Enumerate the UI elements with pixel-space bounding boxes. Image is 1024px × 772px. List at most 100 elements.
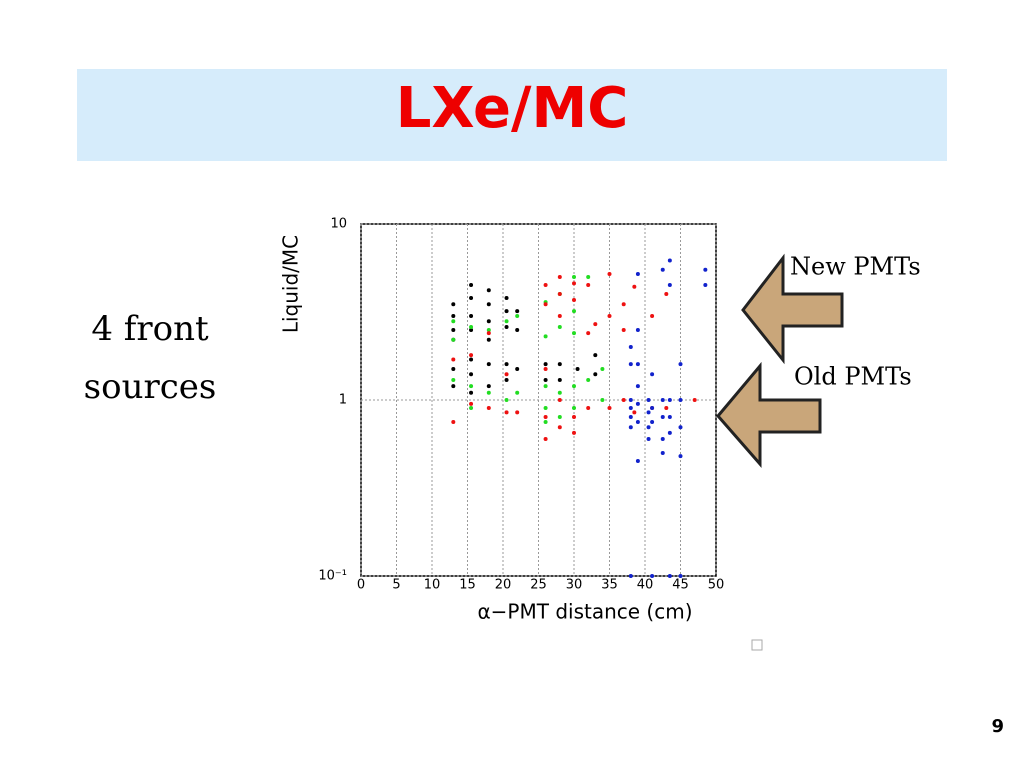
point <box>504 398 509 402</box>
point <box>628 398 633 402</box>
point <box>451 384 456 389</box>
point <box>607 406 612 411</box>
label-old: Old PMTs <box>794 363 912 391</box>
point <box>486 331 491 336</box>
point <box>515 314 520 319</box>
point <box>586 331 591 336</box>
point <box>572 406 576 411</box>
x-tick-label: 0 <box>357 578 365 593</box>
note: 4 front sources <box>83 309 217 407</box>
point <box>486 406 491 411</box>
point <box>504 319 509 324</box>
point <box>557 324 562 329</box>
x-tick-label: 15 <box>459 578 476 593</box>
point <box>451 419 456 424</box>
point <box>650 314 655 319</box>
x-axis-label: α−PMT distance (cm) <box>477 600 692 624</box>
point <box>451 302 456 307</box>
point <box>557 398 562 402</box>
point <box>678 425 683 430</box>
point <box>557 274 562 279</box>
x-tick-label: 35 <box>601 578 618 593</box>
point <box>504 410 509 415</box>
point <box>572 281 576 286</box>
point <box>664 406 669 411</box>
point <box>504 309 509 314</box>
point <box>469 327 474 332</box>
point <box>486 319 491 324</box>
arrow-old <box>716 361 822 468</box>
point <box>586 274 591 279</box>
point <box>557 425 562 430</box>
point <box>572 331 576 336</box>
x-tick-label: 50 <box>708 578 725 593</box>
point <box>543 437 548 442</box>
x-tick-label: 40 <box>637 578 654 593</box>
x-tick-label: 30 <box>566 578 583 593</box>
point <box>667 574 672 578</box>
point <box>621 327 626 332</box>
point <box>632 284 637 289</box>
point <box>635 459 640 464</box>
point <box>572 274 576 279</box>
point <box>451 319 456 324</box>
x-tick-label: 10 <box>424 578 441 593</box>
note-box: 4 front sources <box>83 309 217 407</box>
x-tick-label: 45 <box>672 578 689 593</box>
point <box>486 302 491 307</box>
point <box>543 302 548 307</box>
point <box>572 430 576 435</box>
point <box>575 367 580 372</box>
point <box>692 398 697 402</box>
point <box>703 267 708 272</box>
point <box>557 314 562 319</box>
point <box>557 390 562 395</box>
point <box>469 401 474 406</box>
point <box>515 309 520 314</box>
x-tick-label: 25 <box>530 578 547 593</box>
point <box>646 425 651 430</box>
point <box>469 283 474 288</box>
point <box>543 384 548 389</box>
point <box>469 384 474 389</box>
arrow-new <box>741 253 844 365</box>
point <box>469 324 474 329</box>
point <box>572 415 576 420</box>
point <box>504 295 509 300</box>
point <box>678 574 683 578</box>
page-number: 9 <box>991 716 1004 737</box>
point <box>572 297 576 302</box>
point <box>504 377 509 382</box>
point <box>667 283 672 288</box>
point <box>667 415 672 420</box>
point <box>557 292 562 297</box>
point <box>572 384 576 389</box>
point <box>469 353 474 358</box>
point <box>557 415 562 420</box>
point <box>646 437 651 442</box>
point <box>543 367 548 372</box>
point <box>650 372 655 377</box>
point <box>593 372 598 377</box>
point <box>515 367 520 372</box>
resize-icon <box>751 639 763 651</box>
point <box>635 419 640 424</box>
point <box>660 267 665 272</box>
point <box>504 324 509 329</box>
point <box>486 337 491 342</box>
point <box>451 337 456 342</box>
point <box>678 454 683 459</box>
point <box>486 390 491 395</box>
point <box>504 372 509 377</box>
point <box>451 377 456 382</box>
point <box>504 362 509 367</box>
point <box>486 362 491 367</box>
point <box>628 406 633 411</box>
y-axis-label: Liquid/MC <box>279 235 303 333</box>
point <box>515 410 520 415</box>
point <box>621 398 626 402</box>
point <box>650 406 655 411</box>
point <box>660 437 665 442</box>
